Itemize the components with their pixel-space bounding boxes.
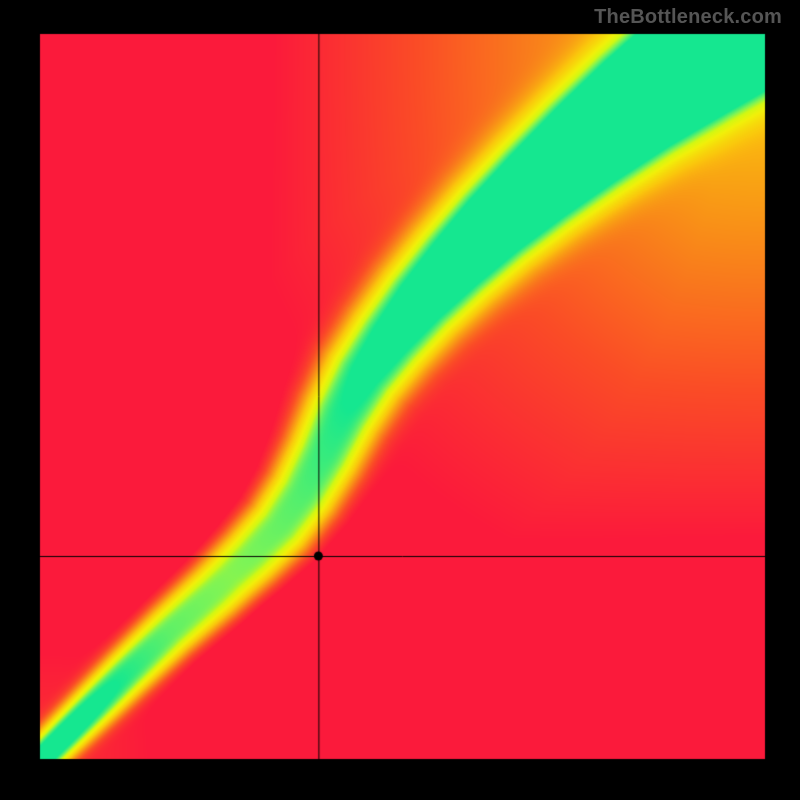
heatmap-canvas xyxy=(0,0,800,800)
chart-container: TheBottleneck.com xyxy=(0,0,800,800)
watermark-label: TheBottleneck.com xyxy=(594,6,782,29)
